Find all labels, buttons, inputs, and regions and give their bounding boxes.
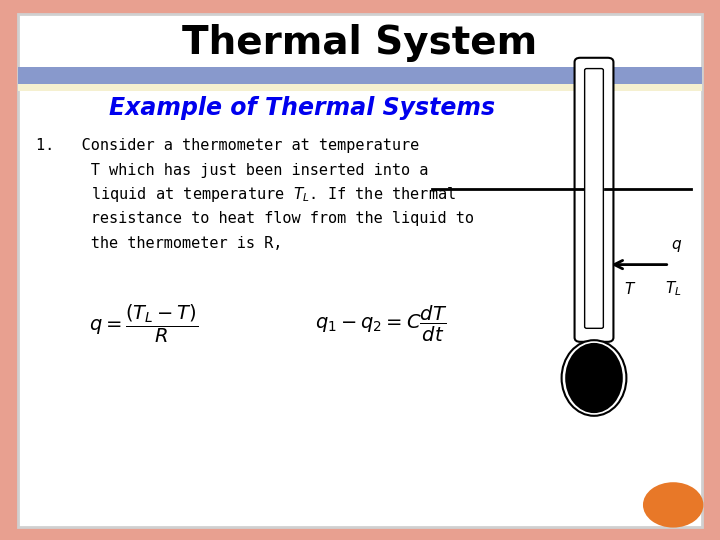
Text: Example of Thermal Systems: Example of Thermal Systems [109,96,495,120]
Text: $q = \dfrac{(T_L - T)}{R}$: $q = \dfrac{(T_L - T)}{R}$ [89,303,199,345]
Text: Thermal System: Thermal System [182,24,538,62]
Text: $q$: $q$ [671,238,683,254]
Text: the thermometer is R,: the thermometer is R, [36,235,282,251]
Circle shape [643,482,703,528]
FancyBboxPatch shape [585,69,603,328]
Text: $T_L$: $T_L$ [665,280,682,298]
Text: liquid at temperature $T_L$. If the thermal: liquid at temperature $T_L$. If the ther… [36,185,456,204]
FancyBboxPatch shape [18,14,702,526]
Text: $q_1 - q_2 = C\dfrac{dT}{dt}$: $q_1 - q_2 = C\dfrac{dT}{dt}$ [315,304,448,344]
Text: T which has just been inserted into a: T which has just been inserted into a [36,163,428,178]
Ellipse shape [562,340,626,416]
Bar [18,84,702,91]
Text: $T$: $T$ [624,281,636,297]
Bar [18,68,702,84]
Text: 1.   Consider a thermometer at temperature: 1. Consider a thermometer at temperature [36,138,419,153]
Text: resistance to heat flow from the liquid to: resistance to heat flow from the liquid … [36,211,474,226]
Ellipse shape [565,343,623,413]
FancyBboxPatch shape [575,58,613,342]
